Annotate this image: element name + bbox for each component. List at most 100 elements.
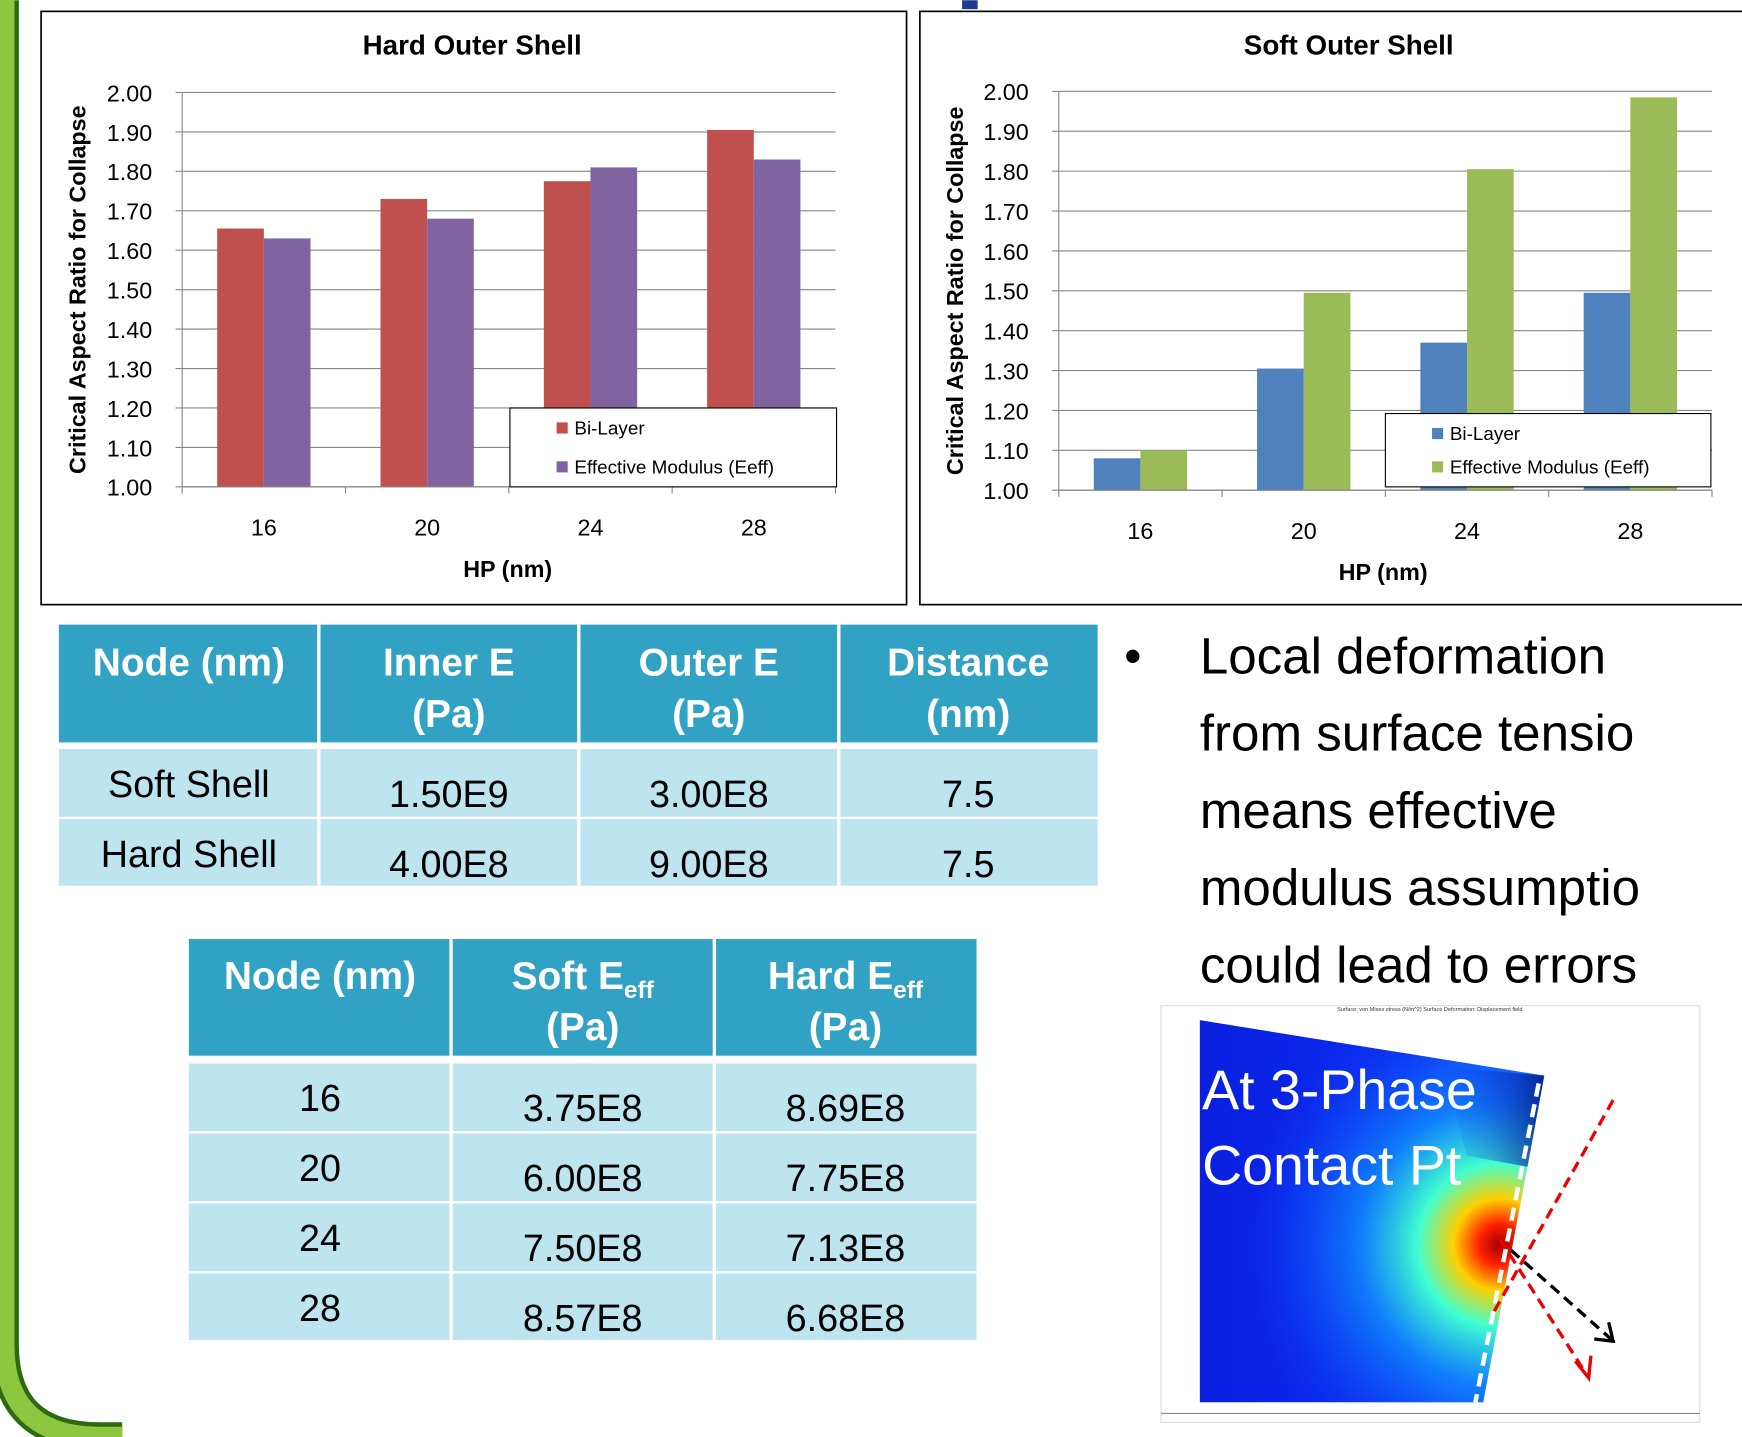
table-cell: 4.00E8 [389, 844, 509, 886]
x-axis-label: HP (nm) [463, 556, 552, 582]
table-cell: 9.00E8 [649, 844, 769, 886]
chart-title: Soft Outer Shell [1244, 30, 1454, 61]
y-tick-label: 1.00 [983, 478, 1028, 504]
table-cell: 20 [299, 1148, 341, 1190]
table-cell: 7.5 [942, 774, 995, 816]
table-cell: 8.69E8 [786, 1088, 906, 1130]
legend-swatch [557, 461, 568, 472]
y-tick-label: 1.60 [983, 239, 1028, 265]
y-tick-label: 1.90 [983, 119, 1028, 145]
y-tick-label: 1.20 [983, 398, 1028, 424]
table-header-cell: (Pa) [672, 693, 745, 736]
chart-title: Hard Outer Shell [363, 30, 582, 61]
table-header-unit: (Pa) [809, 1006, 882, 1049]
y-tick-label: 1.80 [107, 159, 152, 185]
table-cell: 1.50E9 [389, 774, 509, 816]
table-header-cell: Distance [887, 642, 1049, 685]
y-axis-label: Critical Aspect Ratio for Collapse [65, 105, 91, 474]
bullet-line: means effective [1200, 782, 1557, 839]
bar [264, 238, 311, 486]
y-tick-label: 1.30 [983, 358, 1028, 384]
legend-swatch [1432, 461, 1443, 472]
simulation-figure: Surface: von Mises stress (N/m^2) Surfac… [1161, 1006, 1700, 1423]
page: {"chart_data": [ {"type": "bar", "title"… [0, 0, 1742, 1437]
y-tick-label: 2.00 [107, 80, 152, 106]
table-cell: 28 [299, 1288, 341, 1330]
bullet-line: from surface tensio [1200, 705, 1634, 762]
y-tick-label: 1.20 [107, 396, 152, 422]
header-main: Node (nm) [224, 955, 416, 998]
bar [217, 229, 264, 487]
slide: Surface: von Mises stress (N/m^2) Surfac… [0, 0, 1742, 1437]
table-cell: Soft Shell [108, 764, 270, 806]
legend-label: Effective Modulus (Eeff) [1450, 458, 1650, 479]
decoration [962, 0, 978, 9]
figure-label: At 3-Phase [1202, 1059, 1477, 1121]
y-tick-label: 1.10 [983, 438, 1028, 464]
figure-title: Surface: von Mises stress (N/m^2) Surfac… [1337, 1007, 1522, 1013]
table-cell: 3.75E8 [523, 1088, 643, 1130]
y-tick-label: 1.50 [107, 278, 152, 304]
y-tick-label: 1.00 [107, 475, 152, 501]
x-tick-label: 20 [1291, 518, 1317, 544]
table-header-cell: (nm) [926, 693, 1010, 736]
y-tick-label: 1.50 [983, 279, 1028, 305]
table-cell: 6.68E8 [786, 1298, 906, 1340]
x-tick-label: 28 [741, 515, 767, 541]
y-tick-label: 1.60 [107, 238, 152, 264]
header-main: Soft E [512, 955, 624, 998]
x-tick-label: 24 [1454, 518, 1480, 544]
table-cell: 6.00E8 [523, 1158, 643, 1200]
legend-swatch [1432, 428, 1443, 439]
y-tick-label: 1.80 [983, 159, 1028, 185]
table-cell: 7.5 [942, 844, 995, 886]
y-axis-label: Critical Aspect Ratio for Collapse [942, 106, 968, 475]
table-cell: 7.75E8 [786, 1158, 906, 1200]
legend-label: Bi-Layer [574, 419, 644, 440]
x-tick-label: 16 [1127, 518, 1153, 544]
x-tick-label: 20 [414, 515, 440, 541]
y-tick-label: 1.30 [107, 356, 152, 382]
x-tick-label: 28 [1617, 518, 1643, 544]
header-sub: eff [893, 977, 924, 1004]
table-cell: 7.13E8 [786, 1228, 906, 1270]
figure-label: Contact Pt [1202, 1135, 1462, 1197]
bar [1304, 293, 1351, 490]
header-main: Hard E [768, 955, 893, 998]
table-header-cell: Inner E [383, 642, 515, 685]
table-header-unit: (Pa) [546, 1006, 619, 1049]
bar [1257, 369, 1304, 491]
table-header-cell: (Pa) [412, 693, 485, 736]
y-tick-label: 1.70 [107, 199, 152, 225]
header-sub: eff [624, 977, 655, 1004]
bullet-line: could lead to errors [1200, 936, 1637, 993]
x-tick-label: 16 [251, 515, 277, 541]
bar [1140, 450, 1187, 490]
table-header-cell: Node (nm) [224, 955, 416, 998]
table-cell: 7.50E8 [523, 1228, 643, 1270]
table-cell: 16 [299, 1078, 341, 1120]
legend-label: Bi-Layer [1450, 424, 1520, 445]
x-tick-label: 24 [578, 515, 604, 541]
bullet-line: modulus assumptio [1200, 859, 1640, 916]
bar [1094, 458, 1141, 490]
bar [427, 219, 474, 487]
table-cell: 24 [299, 1218, 341, 1260]
table-cell: 3.00E8 [649, 774, 769, 816]
legend-swatch [557, 422, 568, 433]
bullet-dot: • [1124, 629, 1141, 683]
bar [381, 199, 428, 487]
y-tick-label: 2.00 [983, 79, 1028, 105]
y-tick-label: 1.10 [107, 435, 152, 461]
table-header-cell: Node (nm) [93, 642, 285, 685]
y-tick-label: 1.70 [983, 199, 1028, 225]
legend-label: Effective Modulus (Eeff) [574, 458, 774, 479]
y-tick-label: 1.40 [107, 317, 152, 343]
x-axis-label: HP (nm) [1339, 559, 1428, 585]
table-header-cell: Outer E [639, 642, 779, 685]
table-cell: 8.57E8 [523, 1298, 643, 1340]
bullet-line: Local deformation [1200, 628, 1606, 685]
y-tick-label: 1.40 [983, 319, 1028, 345]
table-cell: Hard Shell [101, 834, 277, 876]
y-tick-label: 1.90 [107, 120, 152, 146]
